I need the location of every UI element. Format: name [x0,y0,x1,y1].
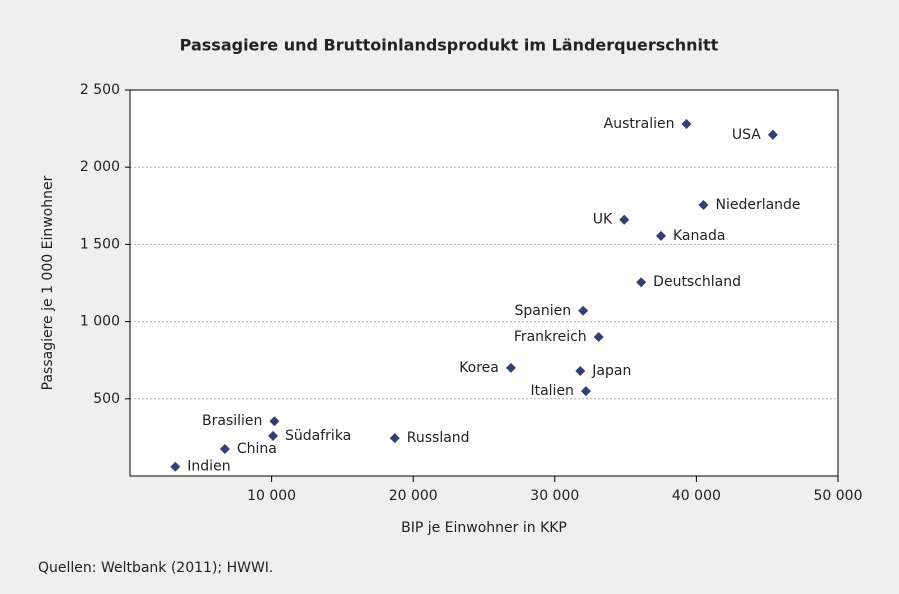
x-tick-label: 20 000 [389,488,438,504]
point [170,461,181,472]
chart-title: Passagiere und Bruttoinlandsprodukt im L… [180,36,719,55]
point-label: Australien [604,116,675,132]
y-axis-label: Passagiere je 1 000 Einwohner [40,175,56,390]
point-label: Italien [530,383,573,399]
x-tick-label: 50 000 [814,488,863,504]
point [767,129,778,140]
point-label: Deutschland [653,274,741,290]
point [219,443,230,454]
y-tick-label: 500 [93,391,120,407]
y-tick-label: 1 500 [80,236,120,252]
x-tick-label: 30 000 [530,488,579,504]
point-label: Niederlande [715,197,800,213]
y-tick-label: 2 500 [80,82,120,98]
point-label: UK [593,212,613,228]
point-label: Japan [591,363,631,379]
point-label: Korea [459,360,499,376]
x-tick-label: 40 000 [672,488,721,504]
point [619,214,630,225]
point-label: Brasilien [202,413,262,429]
source-note: Quellen: Weltbank (2011); HWWI. [38,560,273,576]
point-label: Russland [407,430,470,446]
point [578,305,589,316]
point-label: China [237,441,277,457]
point [269,416,280,427]
point-label: Südafrika [285,428,351,444]
point-label: Indien [187,459,230,475]
point [656,230,666,241]
point-label: Spanien [515,303,572,319]
point [636,277,647,288]
point [593,332,604,343]
point-label: Kanada [673,228,725,244]
point [268,430,279,441]
y-tick-label: 2 000 [80,159,120,175]
point [389,433,400,444]
point-label: USA [732,127,761,143]
point [575,366,586,377]
x-tick-label: 10 000 [247,488,296,504]
plot-area [130,90,838,476]
x-axis-label: BIP je Einwohner in KKP [401,520,567,536]
plot-layer [130,89,838,400]
plot-border [129,89,839,477]
y-tick-label: 1 000 [80,314,120,330]
point-label: Frankreich [514,329,587,345]
point [505,362,516,373]
point [698,200,709,211]
point [580,386,591,397]
point [681,118,692,129]
